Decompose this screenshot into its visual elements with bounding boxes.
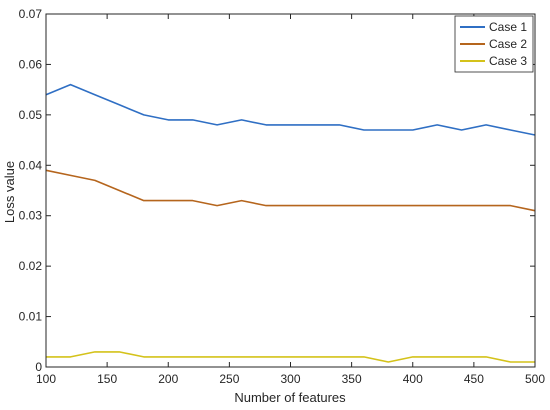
y-tick-label: 0.04 — [19, 158, 43, 172]
legend: Case 1 Case 2 Case 3 — [454, 15, 534, 73]
legend-label-case-2: Case 2 — [489, 37, 527, 51]
x-tick-label: 300 — [280, 372, 300, 386]
y-tick-label: 0.02 — [19, 259, 43, 273]
y-tick-label: 0 — [35, 360, 42, 374]
x-tick-label: 400 — [403, 372, 423, 386]
plot-area — [46, 14, 535, 367]
x-tick-label: 150 — [97, 372, 117, 386]
series-line-case-2 — [45, 169, 536, 212]
x-tick-label: 450 — [464, 372, 484, 386]
x-tick-label: 100 — [36, 372, 56, 386]
ticks: 100 150 200 250 300 350 400 450 500 0 0.01 0.02 0.03… — [19, 7, 546, 386]
series-layer — [45, 83, 536, 363]
legend-label-case-3: Case 3 — [489, 54, 527, 68]
series-line-case-1 — [45, 83, 536, 136]
x-tick-label: 200 — [158, 372, 178, 386]
y-tick-label: 0.05 — [19, 108, 43, 122]
x-axis-title: Number of features — [234, 390, 346, 405]
y-tick-label: 0.03 — [19, 209, 43, 223]
y-tick-label: 0.01 — [19, 310, 43, 324]
legend-label-case-1: Case 1 — [489, 20, 527, 34]
x-tick-label: 250 — [219, 372, 239, 386]
x-tick-label: 350 — [342, 372, 362, 386]
x-tick-label: 500 — [525, 372, 545, 386]
y-tick-label: 0.06 — [19, 57, 43, 71]
y-tick-label: 0.07 — [19, 7, 43, 21]
y-axis-title: Loss value — [2, 161, 17, 223]
plot-background — [46, 14, 535, 367]
series-line-case-3 — [46, 351, 535, 363]
